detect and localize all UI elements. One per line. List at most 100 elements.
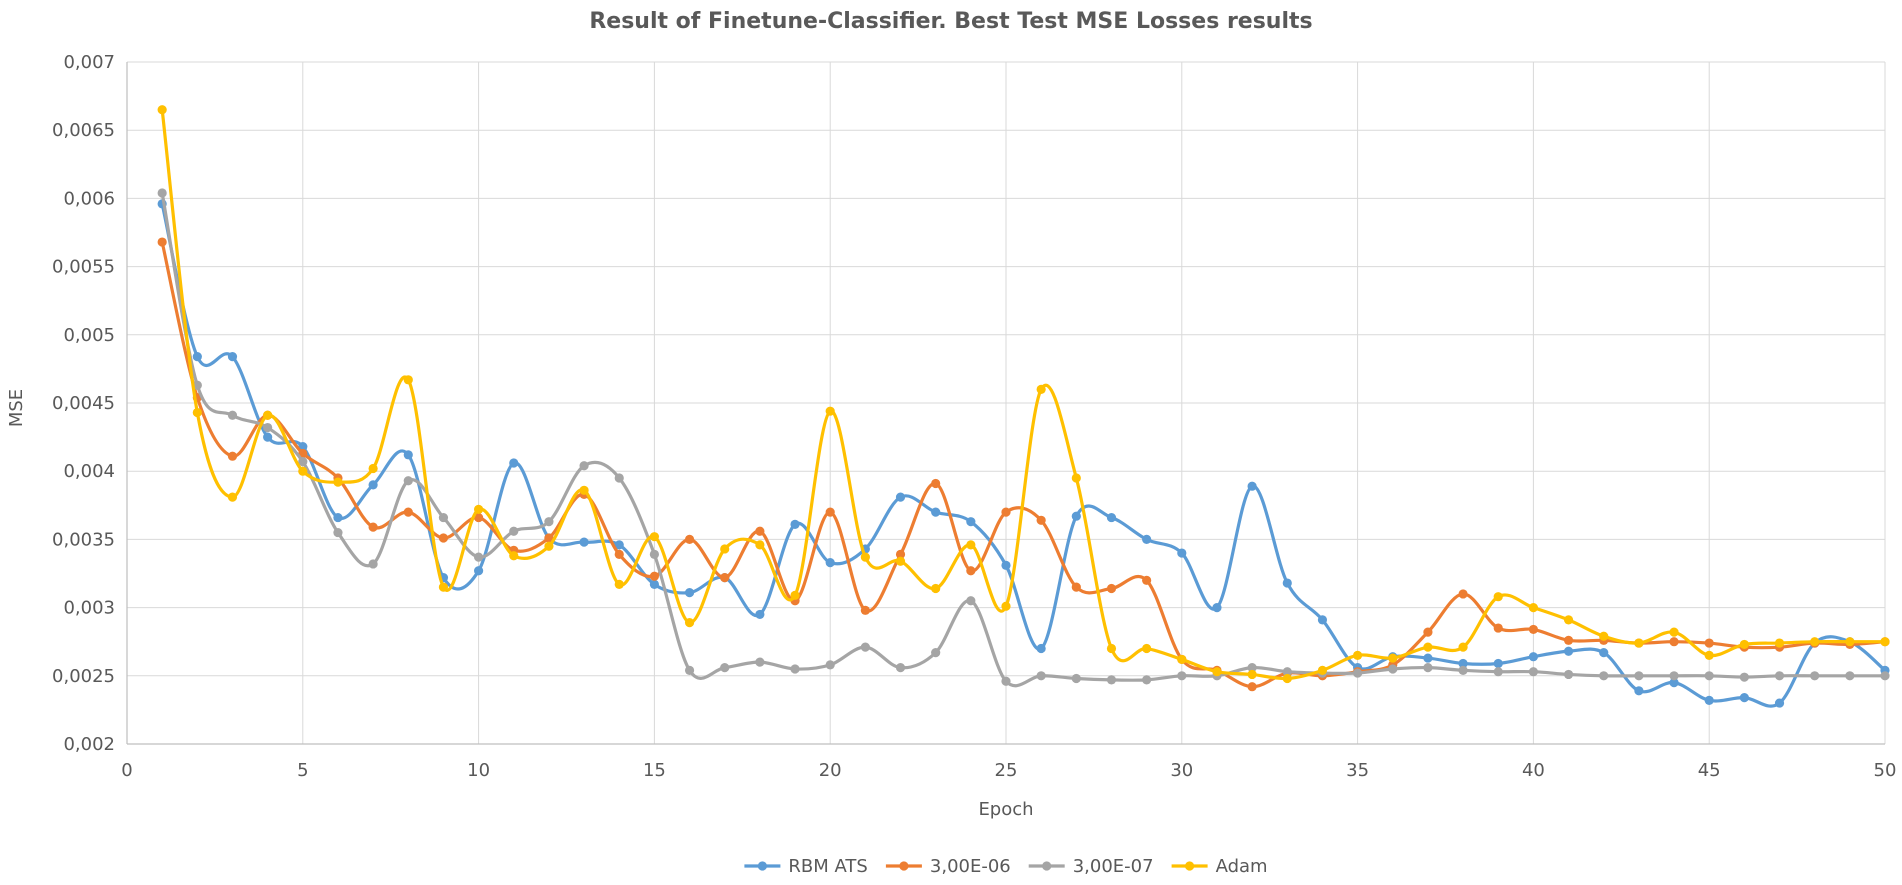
legend-marker <box>1185 861 1195 871</box>
x-tick-label: 40 <box>1522 760 1545 781</box>
data-point <box>649 532 660 542</box>
data-point <box>1106 583 1117 594</box>
legend-marker <box>1042 861 1052 871</box>
data-point <box>1247 663 1257 673</box>
data-point <box>544 533 554 543</box>
x-tick-label: 35 <box>1346 760 1369 781</box>
data-point <box>1282 673 1292 684</box>
data-point <box>403 507 413 517</box>
data-point <box>1071 673 1081 684</box>
x-tick-label: 5 <box>297 760 308 781</box>
data-point <box>1177 671 1187 681</box>
data-point <box>614 473 624 483</box>
legend-label: 3,00E-06 <box>930 856 1011 877</box>
data-point <box>1563 615 1574 625</box>
data-point <box>1563 635 1574 645</box>
data-point <box>755 526 765 536</box>
chart-title: Result of Finetune-Classifier. Best Test… <box>589 9 1312 34</box>
x-tick-label: 10 <box>467 760 490 781</box>
legend-item: 3,00E-07 <box>1028 856 1154 877</box>
data-point <box>1774 671 1785 681</box>
data-point <box>895 549 906 560</box>
data-point <box>860 642 870 652</box>
data-point <box>966 540 976 550</box>
data-point <box>403 476 413 486</box>
data-point <box>825 557 835 568</box>
series-line <box>160 109 1885 681</box>
data-point <box>1704 671 1714 681</box>
data-point <box>263 432 273 442</box>
data-point <box>720 663 730 673</box>
data-point <box>1142 575 1152 585</box>
series-rbm-ats <box>157 199 1890 708</box>
data-point <box>684 534 695 545</box>
axes <box>126 62 1885 745</box>
data-point <box>1177 654 1187 665</box>
data-point <box>1353 650 1363 660</box>
data-point <box>157 188 167 198</box>
x-tick-label: 45 <box>1698 760 1721 781</box>
x-tick-label: 0 <box>121 760 132 781</box>
data-point <box>1599 671 1609 681</box>
legend-label: 3,00E-07 <box>1073 856 1154 877</box>
data-point <box>1177 548 1187 558</box>
data-point <box>1528 624 1538 635</box>
legend-label: RBM ATS <box>788 856 867 877</box>
x-tick-label: 50 <box>1874 760 1897 781</box>
data-point <box>1493 658 1503 669</box>
data-point <box>614 549 624 560</box>
y-axis-label: MSE <box>6 389 27 427</box>
data-point <box>227 352 238 362</box>
y-tick-label: 0,0025 <box>52 666 115 687</box>
x-tick-label: 15 <box>643 760 666 781</box>
data-point <box>1669 678 1679 688</box>
data-point <box>966 566 976 576</box>
data-point <box>474 512 484 523</box>
data-point <box>966 517 976 527</box>
data-point <box>1106 512 1117 523</box>
data-point <box>1704 638 1714 648</box>
y-tick-label: 0,007 <box>63 52 115 73</box>
data-point <box>544 541 554 551</box>
y-tick-label: 0,002 <box>63 734 115 755</box>
data-point <box>1142 675 1152 685</box>
series-line <box>160 192 1885 688</box>
data-point <box>755 657 765 667</box>
data-point <box>1247 481 1257 491</box>
data-point <box>333 512 343 523</box>
series-3-00e-07 <box>157 188 1890 688</box>
data-point <box>1212 603 1222 613</box>
data-point <box>1493 592 1503 602</box>
gridlines <box>127 61 1886 744</box>
legend-label: Adam <box>1216 856 1268 877</box>
data-point <box>790 664 800 674</box>
data-point <box>509 458 519 468</box>
data-point <box>263 422 273 433</box>
data-point <box>1528 667 1538 677</box>
data-point <box>368 522 378 532</box>
data-point <box>579 537 589 547</box>
data-point <box>684 587 695 598</box>
data-point <box>509 526 519 536</box>
data-point <box>720 544 730 554</box>
data-point <box>614 540 624 550</box>
data-point <box>1423 653 1433 663</box>
data-point <box>1423 663 1433 673</box>
y-tick-label: 0,0055 <box>52 257 115 278</box>
data-point <box>1493 667 1503 677</box>
data-point <box>403 375 413 385</box>
data-point <box>614 579 624 590</box>
data-point <box>474 552 484 562</box>
data-point <box>966 596 976 606</box>
data-point <box>1458 658 1468 669</box>
data-point <box>1142 534 1152 545</box>
x-tick-label: 30 <box>1170 760 1193 781</box>
data-point <box>1282 578 1292 588</box>
data-point <box>1739 639 1749 650</box>
data-point <box>1810 637 1820 647</box>
data-point <box>860 552 870 562</box>
data-point <box>1774 638 1785 648</box>
data-point <box>1001 560 1011 570</box>
data-point <box>1739 693 1749 703</box>
data-point <box>1704 695 1714 705</box>
